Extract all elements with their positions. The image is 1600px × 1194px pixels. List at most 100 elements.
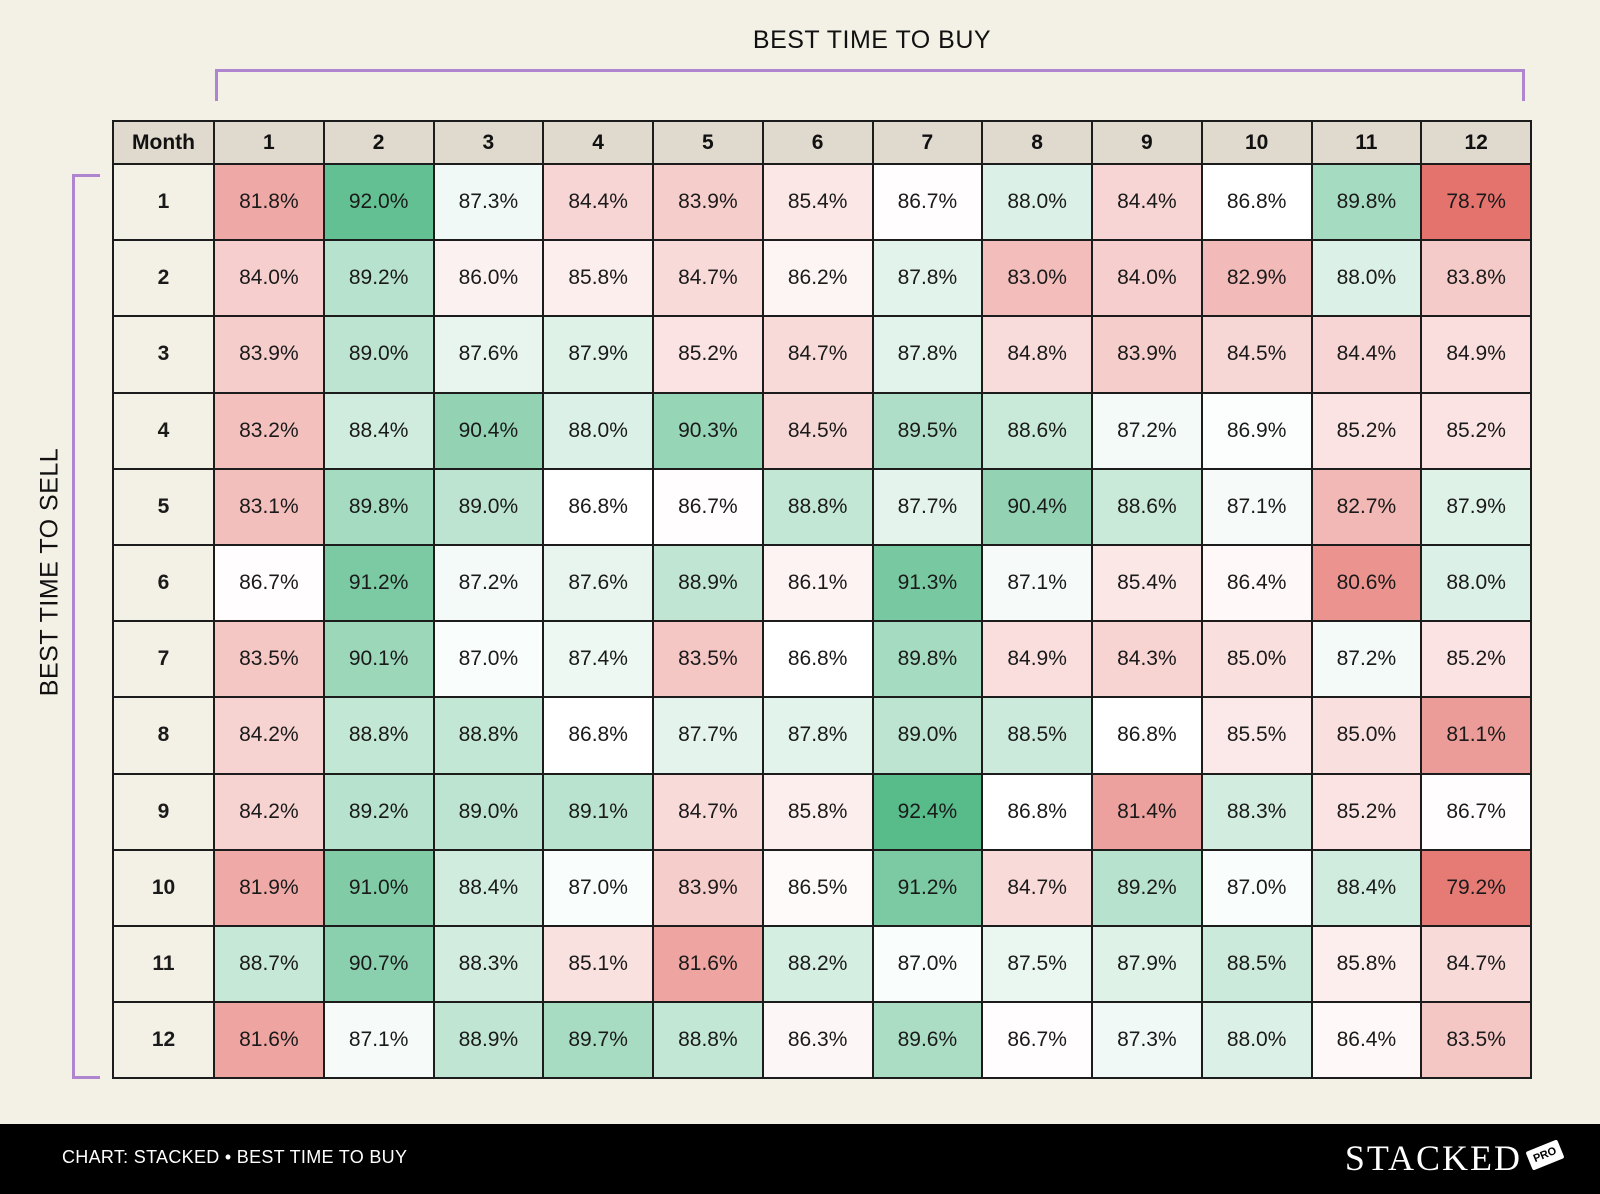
heatmap-cell: 85.2% (1310, 391, 1423, 470)
heatmap-cell: 87.1% (322, 1001, 435, 1080)
heatmap-cell: 83.9% (652, 848, 764, 927)
heatmap-body: 1 81.8% 92.0% 87.3% 84.4% 83.9% 85.4% 86.7% 88.0… (112, 162, 1532, 1080)
heatmap-cell: 85.0% (1200, 620, 1313, 699)
heatmap-cell: 86.0% (432, 239, 545, 318)
row-header: 2 (112, 239, 215, 318)
heatmap-cell: 89.8% (1310, 162, 1423, 242)
heatmap-cell: 81.6% (652, 924, 764, 1004)
heatmap-cell: 81.6% (213, 1001, 325, 1080)
column-header: 1 (213, 120, 325, 165)
heatmap-cell: 92.4% (871, 772, 984, 851)
heatmap-cell: 88.6% (1091, 467, 1203, 546)
heatmap-cell: 81.4% (1091, 772, 1203, 851)
heatmap-cell: 83.1% (213, 467, 325, 546)
heatmap-cell: 86.8% (1200, 162, 1313, 242)
heatmap-cell: 88.0% (1200, 1001, 1313, 1080)
heatmap-row: 2 84.0% 89.2% 86.0% 85.8% 84.7% 86.2% 87.8% 83.0… (112, 239, 1532, 318)
row-header: 4 (112, 391, 215, 470)
heatmap-cell: 81.1% (1420, 696, 1532, 775)
heatmap-cell: 84.4% (1310, 315, 1423, 394)
row-header: 6 (112, 543, 215, 623)
heatmap-cell: 87.2% (432, 543, 545, 623)
heatmap-cell: 85.8% (761, 772, 874, 851)
heatmap-cell: 87.8% (871, 239, 984, 318)
heatmap-cell: 85.2% (652, 315, 764, 394)
heatmap-cell: 90.4% (432, 391, 545, 470)
heatmap-cell: 87.1% (1200, 467, 1313, 546)
heatmap-cell: 85.1% (542, 924, 654, 1004)
row-header: 5 (112, 467, 215, 546)
heatmap-cell: 86.4% (1200, 543, 1313, 623)
row-header: 8 (112, 696, 215, 775)
heatmap-row: 10 81.9% 91.0% 88.4% 87.0% 83.9% 86.5% 91.2% 84.… (112, 848, 1532, 927)
row-header: 10 (112, 848, 215, 927)
y-axis-title: BEST TIME TO SELL (35, 447, 64, 697)
heatmap-cell: 80.6% (1310, 543, 1423, 623)
row-header: 12 (112, 1001, 215, 1080)
heatmap-row: 6 86.7% 91.2% 87.2% 87.6% 88.9% 86.1% 91.3% 87.1… (112, 543, 1532, 623)
heatmap-cell: 89.0% (322, 315, 435, 394)
heatmap-cell: 87.6% (432, 315, 545, 394)
heatmap-cell: 86.7% (213, 543, 325, 623)
footer-bar: CHART: STACKED • BEST TIME TO BUY STACKE… (0, 1124, 1600, 1194)
heatmap-row: 9 84.2% 89.2% 89.0% 89.1% 84.7% 85.8% 92.4% 86.8… (112, 772, 1532, 851)
heatmap-cell: 86.8% (761, 620, 874, 699)
heatmap-cell: 89.2% (322, 239, 435, 318)
heatmap-cell: 86.3% (761, 1001, 874, 1080)
row-header: 7 (112, 620, 215, 699)
heatmap-cell: 86.5% (761, 848, 874, 927)
heatmap-cell: 84.0% (213, 239, 325, 318)
corner-header: Month (112, 120, 215, 165)
heatmap-cell: 84.7% (1420, 924, 1532, 1004)
heatmap-cell: 86.8% (542, 467, 654, 546)
heatmap-cell: 89.2% (322, 772, 435, 851)
heatmap-cell: 91.0% (322, 848, 435, 927)
heatmap-cell: 92.0% (322, 162, 435, 242)
heatmap-cell: 83.5% (1420, 1001, 1532, 1080)
heatmap-cell: 90.1% (322, 620, 435, 699)
heatmap-cell: 85.2% (1420, 391, 1532, 470)
heatmap-cell: 87.0% (542, 848, 654, 927)
heatmap-cell: 84.2% (213, 696, 325, 775)
heatmap-cell: 88.0% (981, 162, 1093, 242)
column-header: 8 (981, 120, 1093, 165)
heatmap-cell: 89.0% (871, 696, 984, 775)
heatmap-cell: 90.7% (322, 924, 435, 1004)
heatmap-cell: 84.7% (652, 772, 764, 851)
heatmap-cell: 88.5% (981, 696, 1093, 775)
heatmap-cell: 86.8% (1091, 696, 1203, 775)
heatmap-cell: 85.4% (761, 162, 874, 242)
heatmap-cell: 84.3% (1091, 620, 1203, 699)
heatmap-cell: 85.5% (1200, 696, 1313, 775)
column-header: 3 (432, 120, 545, 165)
heatmap-cell: 87.9% (542, 315, 654, 394)
heatmap-cell: 86.7% (981, 1001, 1093, 1080)
header-row: Month 1 2 3 4 5 6 7 8 9 10 11 12 (112, 120, 1532, 165)
buy-bracket (215, 69, 1525, 101)
heatmap-cell: 87.3% (1091, 1001, 1203, 1080)
heatmap-cell: 87.0% (432, 620, 545, 699)
heatmap-cell: 87.0% (871, 924, 984, 1004)
heatmap-cell: 85.8% (542, 239, 654, 318)
heatmap-cell: 87.5% (981, 924, 1093, 1004)
column-header: 9 (1091, 120, 1203, 165)
heatmap-cell: 87.6% (542, 543, 654, 623)
heatmap-cell: 86.7% (1420, 772, 1532, 851)
row-header: 11 (112, 924, 215, 1004)
heatmap-cell: 87.0% (1200, 848, 1313, 927)
heatmap-cell: 83.9% (652, 162, 764, 242)
heatmap-cell: 84.7% (652, 239, 764, 318)
heatmap-cell: 86.7% (652, 467, 764, 546)
heatmap-cell: 91.2% (322, 543, 435, 623)
heatmap-row: 1 81.8% 92.0% 87.3% 84.4% 83.9% 85.4% 86.7% 88.0… (112, 162, 1532, 242)
heatmap-cell: 88.5% (1200, 924, 1313, 1004)
heatmap-cell: 90.3% (652, 391, 764, 470)
heatmap-cell: 84.4% (542, 162, 654, 242)
heatmap-cell: 87.2% (1310, 620, 1423, 699)
heatmap-row: 8 84.2% 88.8% 88.8% 86.8% 87.7% 87.8% 89.0% 88.5… (112, 696, 1532, 775)
heatmap-cell: 89.6% (871, 1001, 984, 1080)
heatmap-table: Month 1 2 3 4 5 6 7 8 9 10 11 12 1 81.8% 92.0% 87.3% 84… (112, 120, 1532, 1080)
heatmap-cell: 87.9% (1420, 467, 1532, 546)
heatmap-cell: 81.8% (213, 162, 325, 242)
heatmap-cell: 87.7% (652, 696, 764, 775)
